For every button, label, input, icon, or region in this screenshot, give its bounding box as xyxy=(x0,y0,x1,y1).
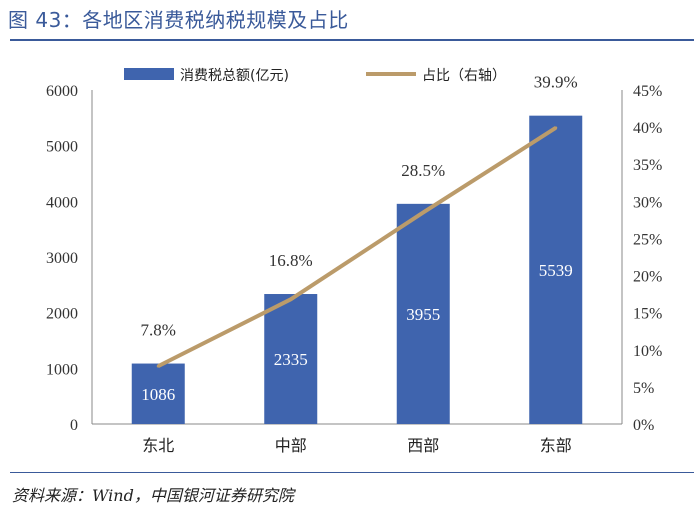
legend-bar-label: 消费税总额(亿元) xyxy=(180,68,289,84)
legend-bar-swatch xyxy=(124,68,174,80)
right-tick-label: 10% xyxy=(633,343,662,360)
title-divider xyxy=(10,39,694,41)
category-label: 西部 xyxy=(407,436,439,455)
share-point-3 xyxy=(554,126,558,130)
bar-value-label: 1086 xyxy=(141,385,175,404)
share-value-label: 39.9% xyxy=(534,73,578,92)
legend-line-label: 占比（右轴） xyxy=(422,68,506,84)
source-divider xyxy=(10,472,694,473)
left-tick-label: 2000 xyxy=(46,306,78,323)
right-tick-label: 30% xyxy=(633,194,662,211)
chart-title: 图 43：各地区消费税纳税规模及占比 xyxy=(8,8,349,32)
right-tick-label: 20% xyxy=(633,269,662,286)
bar-3 xyxy=(529,115,583,425)
share-point-0 xyxy=(156,364,160,368)
bar-1 xyxy=(264,294,318,424)
left-tick-label: 5000 xyxy=(46,139,78,156)
bar-value-label: 5539 xyxy=(539,261,573,280)
right-tick-label: 45% xyxy=(633,83,662,100)
share-line xyxy=(157,126,557,368)
bar-2 xyxy=(396,203,450,424)
left-tick-label: 6000 xyxy=(46,83,78,100)
category-label: 东北 xyxy=(142,436,174,455)
category-label: 中部 xyxy=(275,436,307,455)
bar-0 xyxy=(131,363,185,424)
source-note: 资料来源：Wind，中国银河证券研究院 xyxy=(12,486,294,505)
right-tick-label: 5% xyxy=(633,380,654,397)
left-tick-label: 1000 xyxy=(46,361,78,378)
share-value-label: 7.8% xyxy=(141,321,176,340)
right-tick-label: 0% xyxy=(633,417,654,434)
right-tick-label: 40% xyxy=(633,120,662,137)
share-value-label: 16.8% xyxy=(269,251,313,270)
share-point-2 xyxy=(421,210,425,214)
share-value-label: 28.5% xyxy=(401,161,445,180)
right-tick-label: 35% xyxy=(633,157,662,174)
right-tick-label: 15% xyxy=(633,306,662,323)
left-tick-label: 0 xyxy=(70,417,78,434)
bar-value-label: 3955 xyxy=(406,305,440,324)
category-label: 东部 xyxy=(540,436,572,455)
bar-value-label: 2335 xyxy=(274,350,308,369)
share-point-1 xyxy=(289,297,293,301)
left-tick-label: 4000 xyxy=(46,194,78,211)
left-tick-label: 3000 xyxy=(46,250,78,267)
right-tick-label: 25% xyxy=(633,231,662,248)
